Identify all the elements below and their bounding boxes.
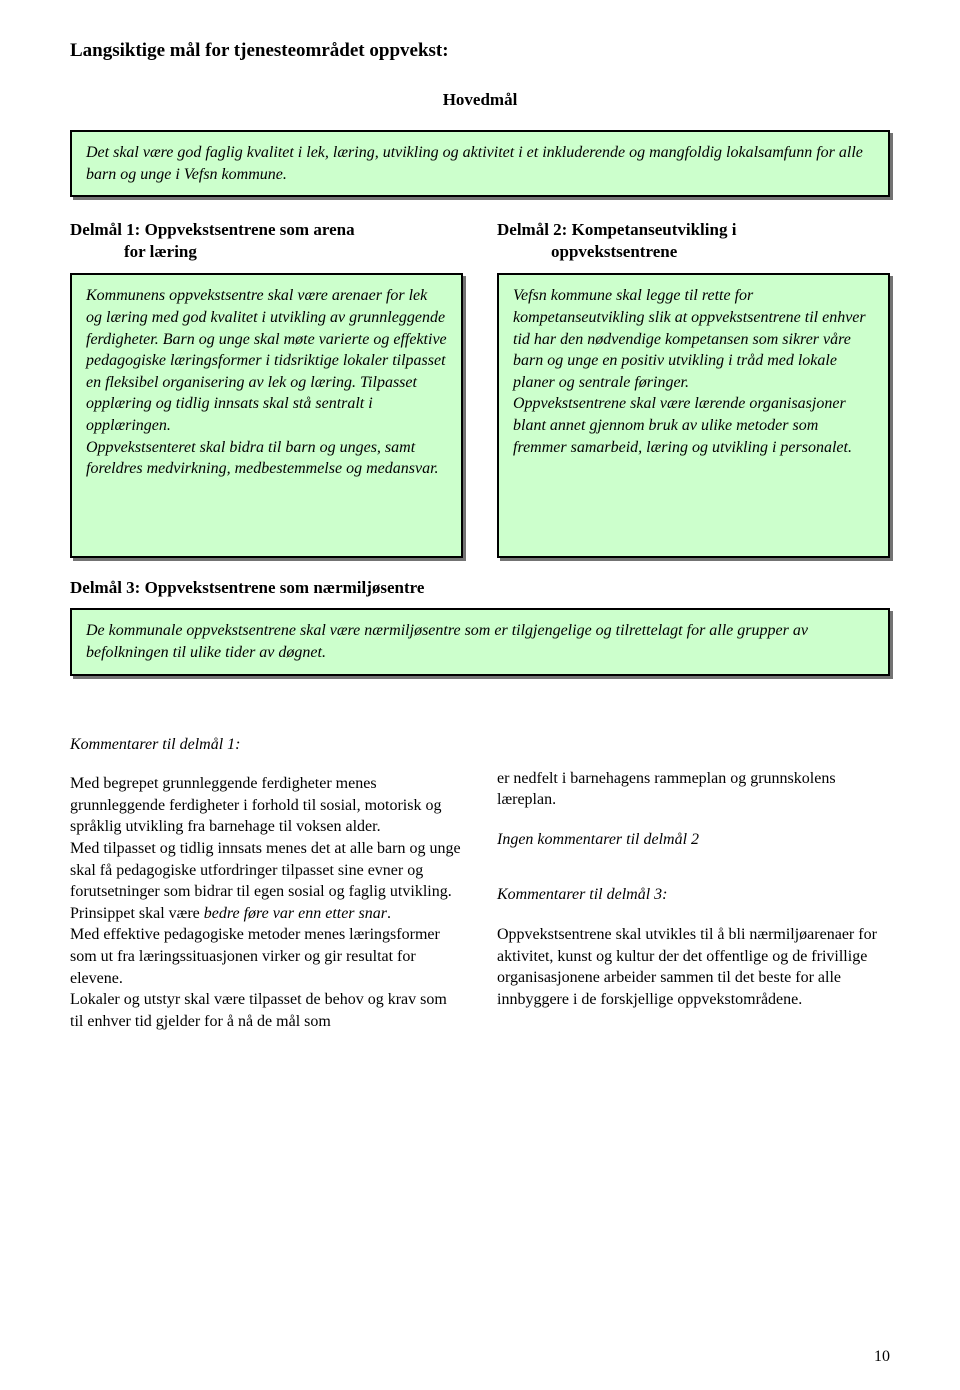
- comments-d1-p2b: bedre føre var enn etter snar: [204, 905, 387, 922]
- comments-d2-none: Ingen kommentarer til delmål 2: [497, 829, 890, 851]
- main-goal-box: Det skal være god faglig kvalitet i lek,…: [70, 130, 890, 197]
- comments-d3-p: Oppvekstsentrene skal utvikles til å bli…: [497, 924, 890, 1010]
- delmal1-body: Kommunens oppvekstsentre skal være arena…: [86, 287, 447, 434]
- delmal2-heading-line2: oppvekstsentrene: [497, 241, 890, 263]
- comments-d1-heading: Kommentarer til delmål 1:: [70, 734, 463, 756]
- comments-left: Kommentarer til delmål 1: Med begrepet g…: [70, 734, 463, 1033]
- comments-d1-p4: Lokaler og utstyr skal være tilpasset de…: [70, 989, 463, 1032]
- delmal2-box: Vefsn kommune skal legge til rette for k…: [497, 273, 890, 558]
- delmal-columns: Delmål 1: Oppvekstsentrene som arena for…: [70, 219, 890, 558]
- comments-d1-p3: Med effektive pedagogiske metoder menes …: [70, 924, 463, 989]
- delmal2-body2: Oppvekstsentrene skal være lærende organ…: [513, 395, 852, 455]
- delmal2-heading: Delmål 2: Kompetanseutvikling i oppvekst…: [497, 219, 890, 263]
- delmal1-heading-line1: Delmål 1: Oppvekstsentrene som arena: [70, 220, 355, 239]
- comments-d1-p1: Med begrepet grunnleggende ferdigheter m…: [70, 773, 463, 838]
- comments-d1-p2: Med tilpasset og tidlig innsats menes de…: [70, 838, 463, 924]
- comments-d1-p2c: .: [387, 905, 391, 922]
- delmal1-column: Delmål 1: Oppvekstsentrene som arena for…: [70, 219, 463, 558]
- delmal2-body: Vefsn kommune skal legge til rette for k…: [513, 287, 866, 390]
- delmal3-body: De kommunale oppvekstsentrene skal være …: [86, 622, 808, 661]
- page-number: 10: [874, 1348, 890, 1366]
- page-title: Langsiktige mål for tjenesteområdet oppv…: [70, 40, 890, 62]
- main-goal-text: Det skal være god faglig kvalitet i lek,…: [86, 144, 863, 183]
- comments-block: Kommentarer til delmål 1: Med begrepet g…: [70, 734, 890, 1033]
- comments-d3-heading: Kommentarer til delmål 3:: [497, 884, 890, 906]
- delmal1-box: Kommunens oppvekstsentre skal være arena…: [70, 273, 463, 558]
- delmal1-heading-line2: for læring: [70, 241, 463, 263]
- delmal2-column: Delmål 2: Kompetanseutvikling i oppvekst…: [497, 219, 890, 558]
- delmal1-heading: Delmål 1: Oppvekstsentrene som arena for…: [70, 219, 463, 263]
- comments-right: er nedfelt i barnehagens rammeplan og gr…: [497, 734, 890, 1033]
- delmal1-body2: Oppvekstsenteret skal bidra til barn og …: [86, 439, 439, 478]
- subtitle: Hovedmål: [70, 90, 890, 110]
- delmal2-heading-line1: Delmål 2: Kompetanseutvikling i: [497, 220, 736, 239]
- comments-right-p1: er nedfelt i barnehagens rammeplan og gr…: [497, 768, 890, 811]
- delmal3-box: De kommunale oppvekstsentrene skal være …: [70, 608, 890, 675]
- delmal3-heading: Delmål 3: Oppvekstsentrene som nærmiljøs…: [70, 578, 890, 598]
